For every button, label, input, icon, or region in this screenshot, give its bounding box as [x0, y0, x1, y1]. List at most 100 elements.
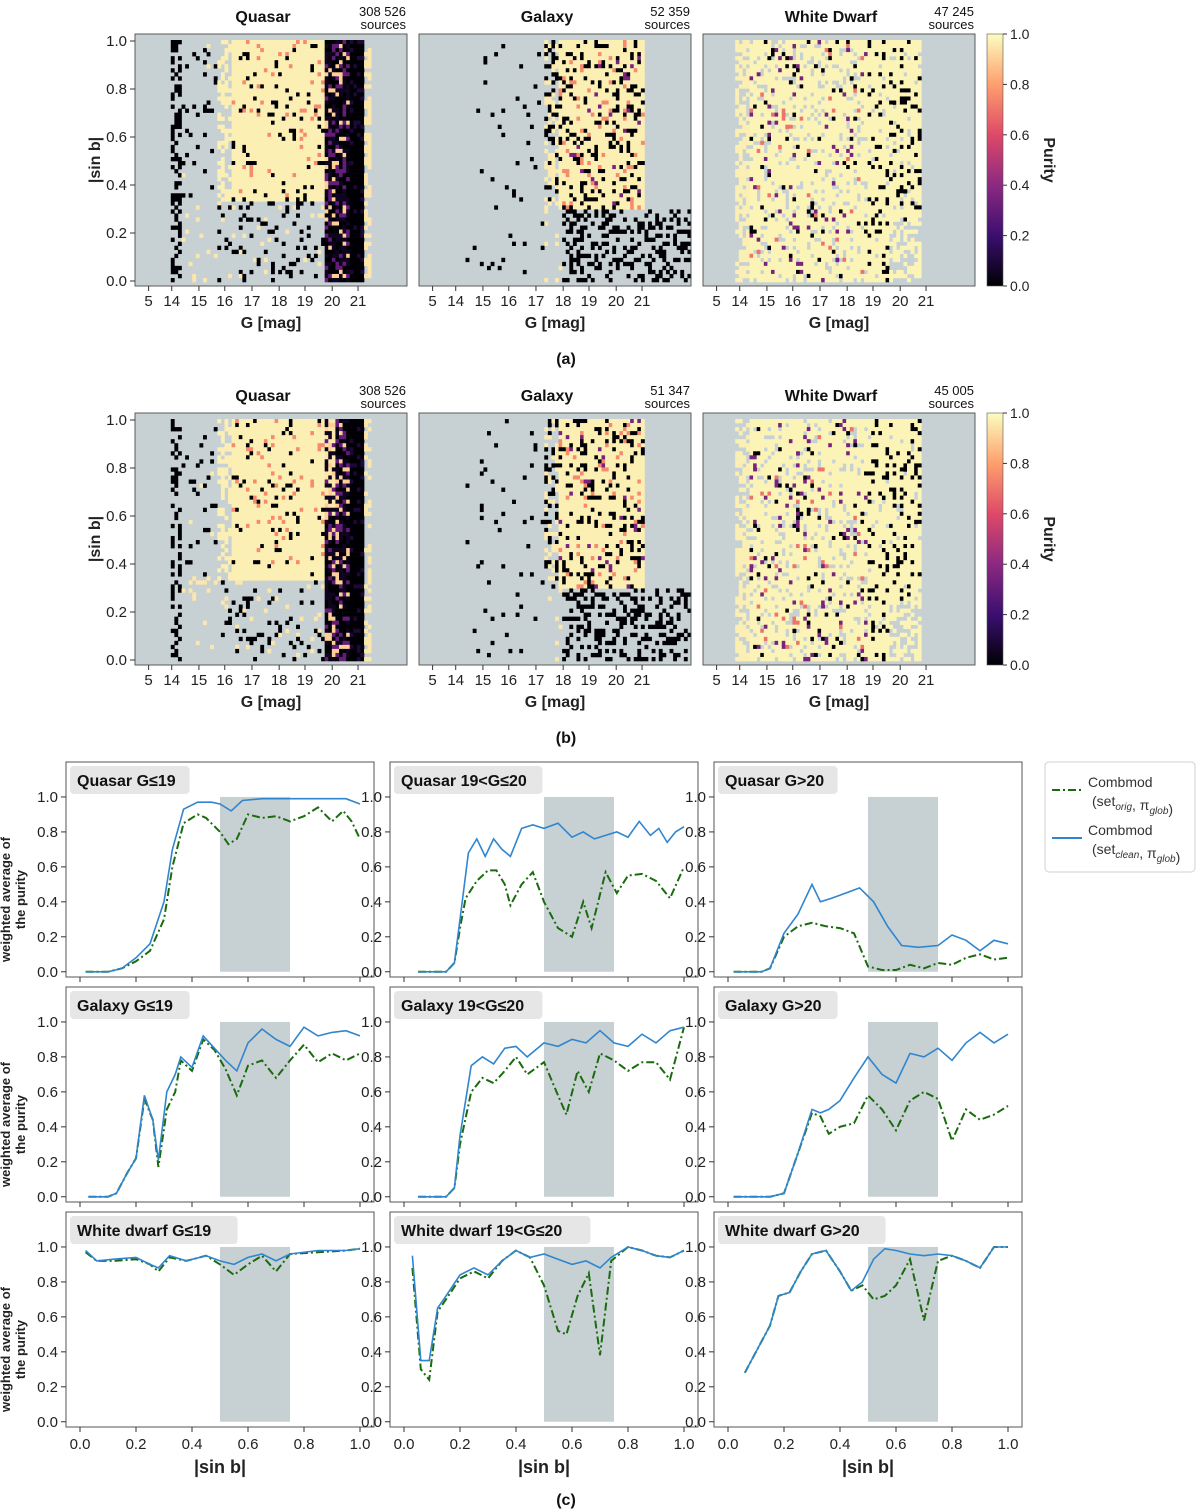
heatmap-cell — [174, 48, 179, 53]
heatmap-cell — [335, 120, 340, 125]
heatmap-cell — [328, 185, 333, 190]
heatmap-cell — [339, 185, 343, 190]
heatmap-cell — [558, 185, 563, 190]
heatmap-cell — [626, 128, 631, 134]
heatmap-cell — [813, 144, 818, 150]
heatmap-cell — [619, 76, 624, 81]
heatmap-cell — [565, 48, 570, 53]
heatmap-cell — [285, 100, 290, 105]
heatmap-cell — [342, 201, 347, 206]
heatmap-cell — [821, 173, 825, 178]
heatmap-cell — [278, 181, 283, 186]
heatmap-cell — [633, 197, 638, 202]
heatmap-cell — [331, 132, 336, 138]
heatmap-cell — [608, 169, 613, 174]
heatmap-cell — [238, 44, 243, 49]
heatmap-cell — [796, 132, 800, 138]
heatmap-cell — [842, 52, 847, 57]
heatmap-cell — [324, 156, 329, 162]
heatmap-cell — [303, 177, 308, 182]
heatmap-cell — [587, 148, 592, 154]
heatmap-cell — [562, 48, 567, 53]
heatmap-cell — [281, 112, 286, 117]
heatmap-cell — [735, 185, 740, 190]
heatmap-cell — [835, 116, 840, 121]
heatmap-cell — [745, 265, 750, 271]
heatmap-cell — [835, 112, 840, 117]
heatmap-cell — [292, 92, 297, 97]
heatmap-cell — [551, 92, 556, 97]
heatmap-cell — [619, 173, 624, 178]
heatmap-cell — [328, 136, 333, 142]
heatmap-cell — [565, 108, 570, 113]
heatmap-cell — [288, 152, 293, 158]
heatmap-cell — [231, 44, 236, 49]
heatmap-cell — [824, 161, 829, 166]
heatmap-cell — [306, 68, 311, 73]
heatmap-cell — [792, 229, 797, 234]
heatmap-cell — [285, 92, 290, 97]
heatmap-cell — [342, 241, 347, 246]
heatmap-cell — [281, 241, 286, 246]
heatmap-cell — [317, 173, 322, 178]
heatmap-cell — [626, 173, 631, 178]
heatmap-cell — [551, 100, 556, 105]
heatmap-cell — [235, 177, 240, 182]
heatmap-cell — [185, 229, 189, 234]
heatmap-cell — [612, 136, 617, 142]
heatmap-cell — [774, 96, 779, 101]
heatmap-cell — [317, 189, 322, 194]
heatmap-cell — [580, 189, 584, 194]
heatmap-cell — [288, 124, 293, 130]
heatmap-cell — [745, 140, 750, 146]
heatmap-cell — [356, 80, 361, 85]
heatmap-cell — [605, 48, 609, 53]
heatmap-cell — [735, 88, 740, 93]
heatmap-cell — [274, 116, 279, 121]
heatmap-cell — [813, 165, 818, 170]
heatmap-cell — [594, 96, 599, 101]
heatmap-cell — [839, 209, 843, 214]
heatmap-cell — [364, 209, 368, 214]
heatmap-cell — [339, 193, 343, 198]
heatmap-cell — [260, 189, 265, 194]
heatmap-cell — [303, 257, 308, 263]
heatmap-cell — [349, 261, 354, 267]
heatmap-cell — [799, 261, 804, 267]
heatmap-cell — [821, 257, 825, 263]
heatmap-cell — [831, 76, 836, 81]
heatmap-cell — [303, 76, 308, 81]
heatmap-cell — [364, 60, 368, 65]
heatmap-cell — [245, 132, 250, 138]
heatmap-cell — [306, 152, 311, 158]
heatmap-cell — [174, 213, 179, 218]
heatmap-cell — [796, 245, 800, 251]
heatmap-cell — [558, 140, 563, 146]
heatmap-cell — [749, 44, 754, 49]
heatmap-cell — [342, 273, 347, 279]
heatmap-cell — [633, 60, 638, 65]
heatmap-cell — [195, 217, 200, 222]
heatmap-cell — [281, 68, 286, 73]
heatmap-cell — [360, 273, 365, 279]
heatmap-cell — [619, 68, 624, 73]
heatmap-cell — [590, 132, 595, 138]
heatmap-cell — [231, 68, 236, 73]
heatmap-cell — [831, 152, 836, 158]
heatmap-cell — [299, 48, 304, 53]
heatmap-cell — [583, 152, 588, 158]
heatmap-cell — [260, 120, 265, 125]
heatmap-cell — [285, 88, 290, 93]
heatmap-cell — [306, 177, 311, 182]
heatmap-cell — [328, 52, 333, 57]
heatmap-cell — [619, 156, 624, 162]
heatmap-cell — [601, 156, 606, 162]
heatmap-cell — [590, 52, 595, 57]
heatmap-cell — [249, 201, 254, 206]
heatmap-cell — [597, 201, 602, 206]
heatmap-cell — [662, 277, 667, 283]
heatmap-cell — [605, 177, 609, 182]
heatmap-cell — [749, 68, 754, 73]
heatmap-cell — [310, 201, 315, 206]
heatmap-cell — [576, 156, 581, 162]
